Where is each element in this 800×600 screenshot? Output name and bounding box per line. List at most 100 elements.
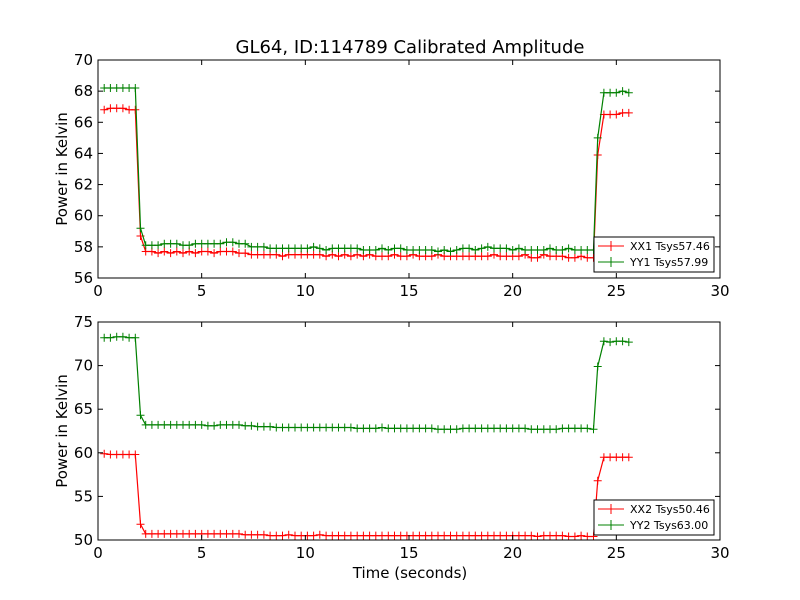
top-series-1-point-56 [446,247,455,256]
bottom-series-1-point-16 [197,420,206,429]
bottom-series-1-point-24 [247,421,256,430]
bottom-series-0-point-77 [577,531,586,540]
bottom-series-0-point-80 [593,476,602,485]
bottom-ticks-layer: 0 5 10 15 20 25 30 50 55 60 65 70 75 [74,313,730,562]
bottom-legend-box [593,499,715,536]
bottom-series-0-point-0 [100,449,109,458]
bottom-x-tick-label-1: 5 [197,544,207,562]
bottom-legend-yy2-label: YY2 Tsys63.00 [629,519,708,532]
top-x-tick-label-1: 5 [197,282,207,300]
bottom-x-tick-label-2: 10 [296,544,315,562]
bottom-x-axis-label: Time (seconds) [352,564,468,582]
bottom-series-0-point-35 [315,530,324,539]
bottom-series-1-point-40 [346,423,355,432]
bottom-legend-item-xx2: XX2 Tsys50.46 [598,503,710,516]
top-series-1-point-60 [471,246,480,254]
bottom-series-1-point-18 [210,421,219,430]
top-series-0-point-3 [118,104,127,113]
top-series-1-point-75 [564,244,573,253]
top-series-1-point-84 [618,87,627,96]
top-y-axis-label: Power in Kelvin [53,112,71,226]
bottom-plot: Power in Kelvin Time (seconds) 0 5 10 15 20 2… [53,313,730,582]
top-series-1-point-46 [384,246,393,254]
bottom-legend-xx2-marker [606,504,616,514]
top-series-1-point-36 [322,246,331,254]
top-series-0-point-83 [612,110,621,119]
bottom-series-1-point-80 [593,362,602,371]
bottom-y-tick-label-0: 50 [74,531,93,549]
bottom-series-1-point-78 [583,424,592,433]
top-series-0-point-12 [172,247,181,256]
top-series-0-point-9 [154,249,163,258]
bottom-series-1-point-57 [452,425,461,434]
top-series-0-point-67 [514,252,523,261]
top-plot-frame [97,59,721,279]
top-series-1-point-62 [483,242,492,251]
top-series-0-point-62 [483,252,492,261]
bottom-series-0 [100,449,633,541]
top-series-1-point-83 [612,88,621,97]
top-legend: XX1 Tsys57.46 YY1 Tsys57.99 [593,236,715,273]
top-legend-item-yy1: YY1 Tsys57.99 [598,256,708,269]
bottom-series-0-point-76 [570,532,579,541]
top-series-0-point-13 [179,249,187,258]
top-y-tick-label-7: 70 [74,51,93,69]
top-series-0-point-18 [210,249,219,258]
top-series-1-point-66 [508,246,517,254]
bottom-series-0-point-85 [624,453,633,462]
bottom-y-tick-label-4: 70 [74,357,93,375]
top-series-0-point-40 [346,252,355,261]
top-series-0-point-23 [241,249,250,258]
top-series-1-point-74 [558,246,567,254]
top-series-1-point-6 [136,224,145,233]
bottom-series-0-point-34 [309,531,318,540]
bottom-y-tick-label-3: 65 [74,400,93,418]
top-series-1-point-23 [241,239,250,248]
top-x-tick-label-0: 0 [93,282,103,300]
top-ticks-layer: 0 5 10 15 20 25 30 56 58 60 62 64 66 68 70 [74,51,730,300]
top-series-1-point-45 [378,244,386,253]
top-series-0-point-38 [334,252,343,261]
top-series-0-point-11 [166,249,175,258]
top-legend-box [593,236,715,273]
top-series-0-point-0 [100,105,109,114]
top-series-1-point-61 [477,244,486,253]
top-series-1-point-26 [259,242,268,251]
top-legend-xx1-marker [606,241,616,251]
top-y-tick-label-5: 66 [74,113,93,131]
top-series-1-point-72 [546,244,554,253]
bottom-series-1-point-81 [599,337,608,346]
bottom-x-tick-label-4: 20 [503,544,522,562]
top-legend-yy1-label: YY1 Tsys57.99 [629,256,708,269]
bottom-series-1-point-6 [136,411,145,420]
top-legend-item-xx1: XX1 Tsys57.46 [598,240,710,253]
top-y-tick-label-1: 58 [74,238,93,256]
top-series-0-point-70 [533,253,542,262]
top-series-0-point-5 [131,105,140,114]
top-x-tick-label-3: 15 [399,282,418,300]
top-series-1-point-9 [154,241,163,250]
bottom-x-tick-label-0: 0 [93,544,103,562]
bottom-series-1-point-1 [106,333,115,342]
bottom-series-1-point-45 [378,423,386,432]
bottom-legend-yy2-marker [606,520,616,530]
top-y-tick-label-2: 60 [74,207,93,225]
bottom-series-1-point-27 [266,422,275,431]
top-series-0-point-76 [570,253,579,262]
bottom-series-1-point-22 [235,420,243,429]
top-series-1-point-44 [371,246,380,254]
top-plot: Power in Kelvin 0 5 10 15 20 25 30 56 58 60 62 64 66… [53,51,730,300]
top-series-0-point-29 [278,252,287,261]
bottom-series-1-point-79 [589,425,598,434]
bottom-series-0-point-70 [533,532,542,541]
top-y-tick-label-6: 68 [74,82,93,100]
bottom-series-1-point-82 [606,338,615,347]
top-series-1-point-35 [315,244,324,253]
top-series-1 [100,84,633,256]
bottom-x-tick-label-3: 15 [399,544,418,562]
bottom-series-1-point-73 [552,425,561,434]
top-series-1-point-80 [593,133,602,142]
top-series-1-point-71 [539,246,548,254]
top-series-1-point-65 [502,244,511,253]
